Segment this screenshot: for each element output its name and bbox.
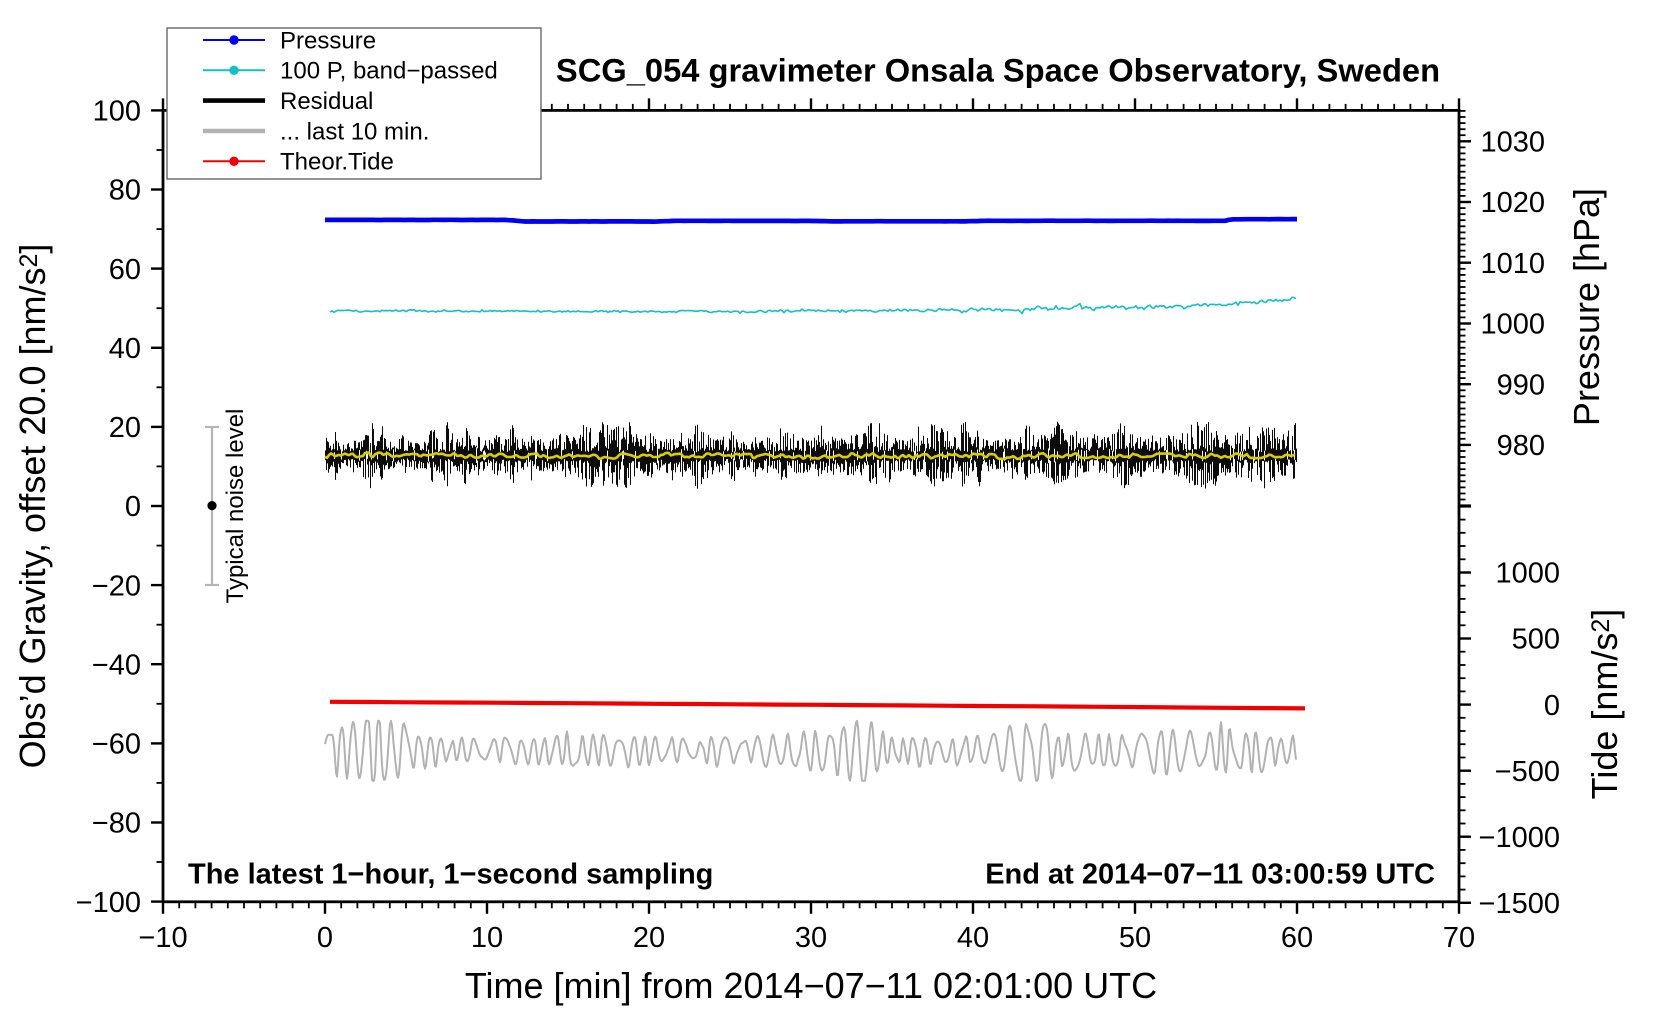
svg-text:−1000: −1000 [1479,822,1560,854]
svg-text:40: 40 [109,333,141,365]
svg-text:1000: 1000 [1495,558,1560,590]
svg-text:990: 990 [1497,369,1545,401]
svg-text:−60: −60 [92,729,141,761]
svg-text:0: 0 [317,922,333,954]
svg-text:SCG_054 gravimeter Onsala Spac: SCG_054 gravimeter Onsala Space Observat… [556,52,1440,89]
svg-text:−80: −80 [92,808,141,840]
svg-text:Time [min] from 2014−07−11 02:: Time [min] from 2014−07−11 02:01:00 UTC [465,965,1157,1006]
svg-text:−20: −20 [92,570,141,602]
svg-text:−1500: −1500 [1479,888,1560,920]
svg-text:60: 60 [1281,922,1313,954]
svg-text:0: 0 [1544,690,1560,722]
svg-text:20: 20 [633,922,665,954]
svg-text:50: 50 [1119,922,1151,954]
svg-text:−40: −40 [92,649,141,681]
svg-text:40: 40 [957,922,989,954]
svg-text:30: 30 [795,922,827,954]
svg-text:Pressure [hPa]: Pressure [hPa] [1566,188,1607,426]
svg-text:10: 10 [471,922,503,954]
svg-text:Theor.Tide: Theor.Tide [280,149,394,176]
svg-text:0: 0 [125,491,141,523]
svg-text:−500: −500 [1495,756,1560,788]
svg-text:100 P, band−passed: 100 P, band−passed [280,58,498,85]
svg-text:500: 500 [1512,624,1560,656]
svg-text:60: 60 [109,254,141,286]
svg-text:−10: −10 [138,922,187,954]
svg-text:980: 980 [1497,430,1545,462]
svg-text:80: 80 [109,175,141,207]
svg-text:1030: 1030 [1480,127,1545,159]
svg-text:1020: 1020 [1480,187,1545,219]
svg-text:100: 100 [93,96,141,128]
svg-text:Obs’d Gravity, offset 20.0 [nm: Obs’d Gravity, offset 20.0 [nm/s2] [12,244,53,769]
svg-text:1010: 1010 [1480,248,1545,280]
svg-text:−100: −100 [76,887,141,919]
svg-text:20: 20 [109,412,141,444]
svg-text:1000: 1000 [1480,309,1545,341]
svg-text:Pressure: Pressure [280,27,376,54]
svg-text:Tide [nm/s2]: Tide [nm/s2] [1584,609,1625,800]
svg-text:... last 10 min.: ... last 10 min. [280,118,429,145]
svg-text:Residual: Residual [280,88,373,115]
svg-text:The latest 1−hour, 1−second sa: The latest 1−hour, 1−second sampling [188,859,713,891]
svg-text:End at 2014−07−11 03:00:59 UTC: End at 2014−07−11 03:00:59 UTC [985,859,1435,891]
svg-text:Typical noise level: Typical noise level [222,409,249,604]
svg-text:70: 70 [1443,922,1475,954]
